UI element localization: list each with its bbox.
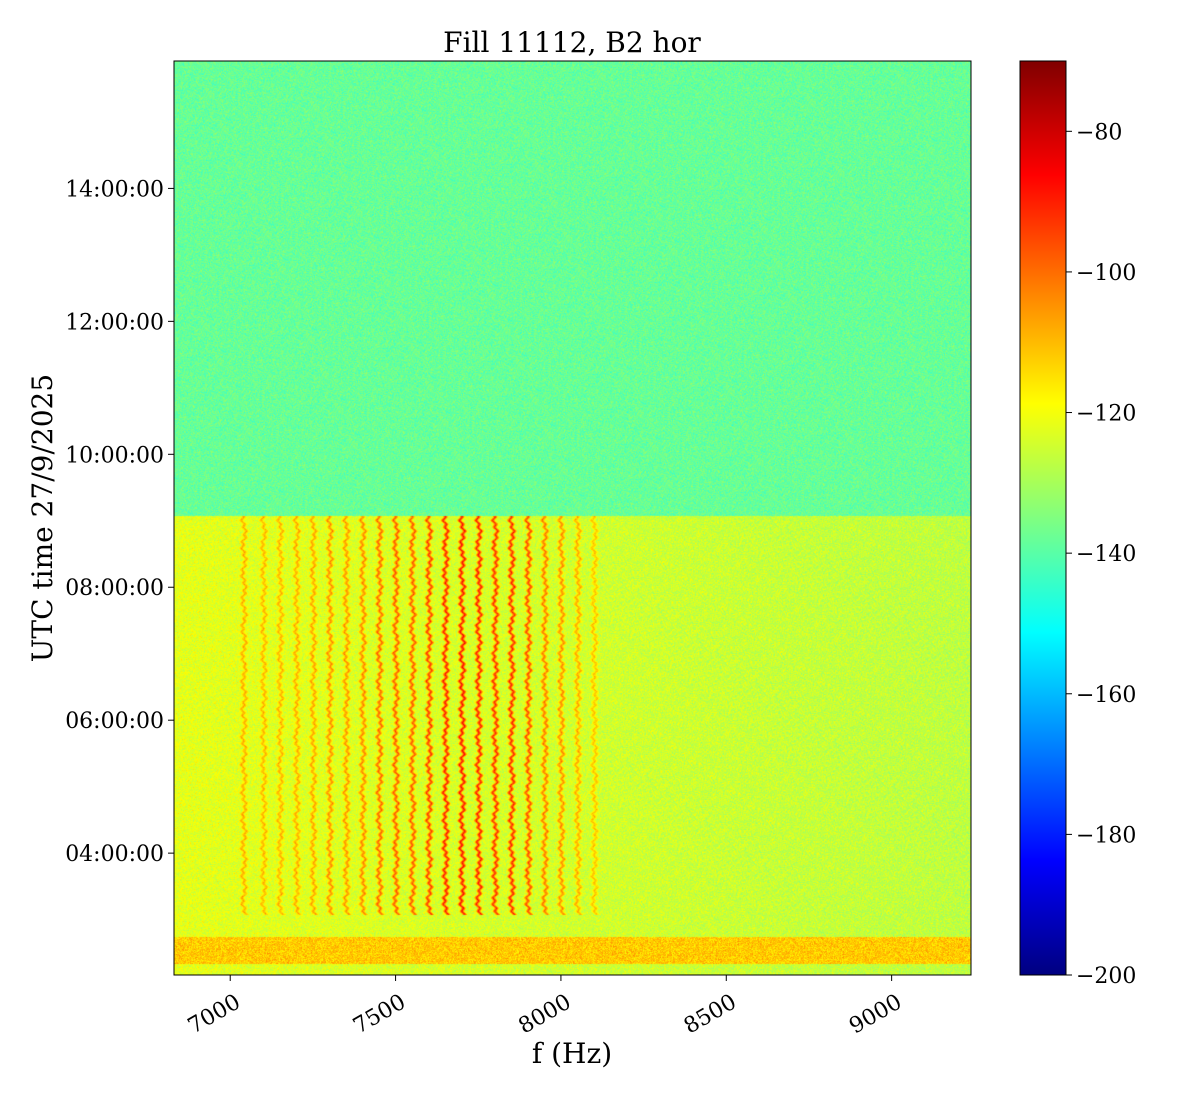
y-tick-label: 08:00:00	[65, 576, 164, 601]
chart-title: Fill 11112, B2 hor	[443, 26, 701, 59]
colorbar-tick-label: −80	[1076, 120, 1122, 145]
colorbar-tick-label: −140	[1076, 542, 1136, 567]
y-tick-label: 10:00:00	[65, 443, 164, 468]
plot-frame	[173, 60, 972, 976]
x-tick-label: 9000	[845, 990, 906, 1040]
colorbar-tick-label: −200	[1076, 964, 1136, 989]
colorbar-tick-label: −180	[1076, 823, 1136, 848]
x-axis-ticks: 7000 7500 8000 8500 9000	[184, 975, 906, 1039]
y-tick-label: 04:00:00	[65, 842, 164, 867]
colorbar-tick-label: −160	[1076, 683, 1136, 708]
colorbar-frame	[1019, 60, 1067, 976]
colorbar-ticks: −80 −100 −120 −140 −160 −180 −200	[1066, 120, 1136, 989]
x-tick-label: 8500	[680, 990, 741, 1040]
colorbar-gradient	[1020, 61, 1066, 975]
x-tick-label: 8000	[515, 990, 576, 1040]
colorbar-tick-label: −120	[1076, 402, 1136, 427]
spectrogram-heatmap	[174, 61, 971, 975]
y-axis-title: UTC time 27/9/2025	[26, 374, 59, 662]
y-tick-label: 12:00:00	[65, 310, 164, 335]
y-tick-label: 14:00:00	[65, 177, 164, 202]
x-tick-label: 7000	[184, 990, 245, 1040]
y-tick-label: 06:00:00	[65, 709, 164, 734]
x-axis-title: f (Hz)	[532, 1037, 612, 1070]
x-tick-label: 7500	[349, 990, 410, 1040]
colorbar-tick-label: −100	[1076, 261, 1136, 286]
y-axis-ticks: 04:00:00 06:00:00 08:00:00 10:00:00 12:00:00…	[65, 177, 174, 867]
